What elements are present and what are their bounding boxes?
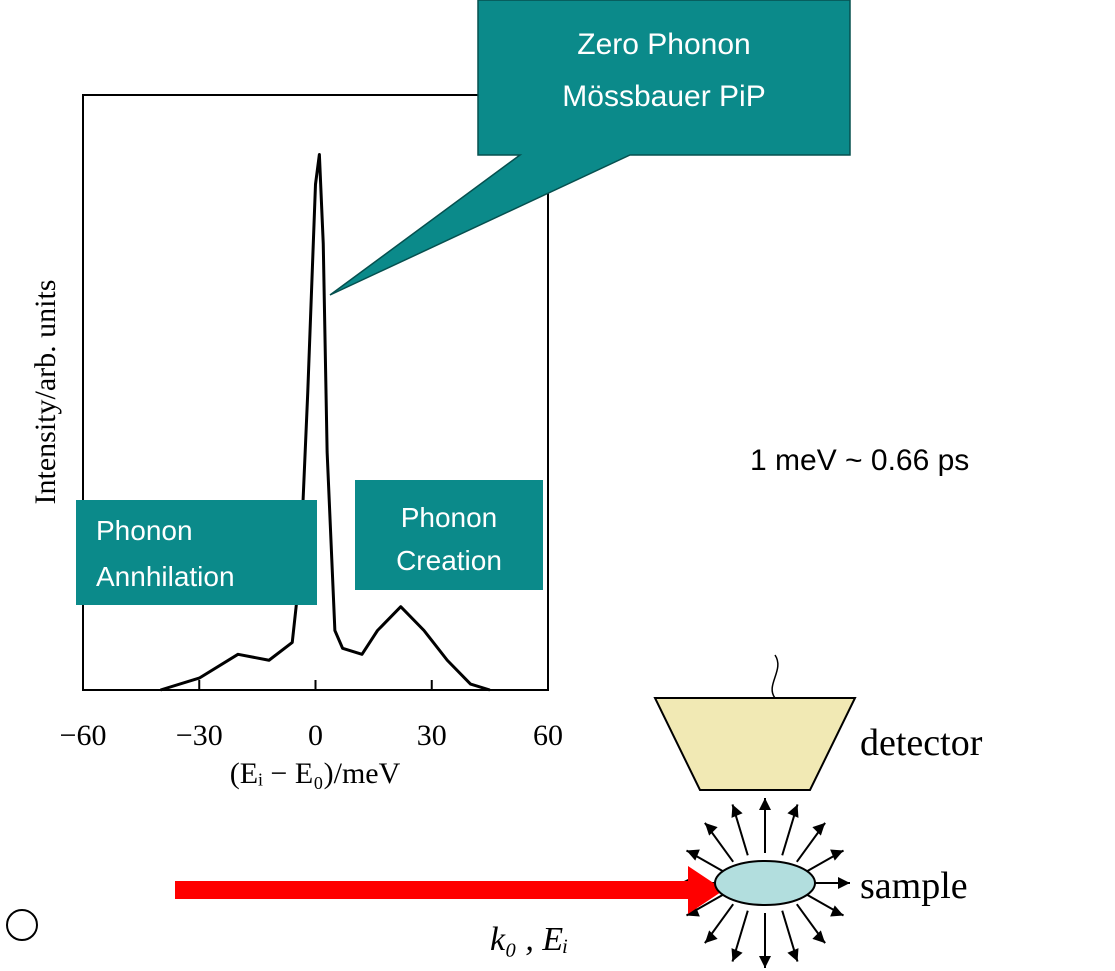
x-tick-label: 30 xyxy=(417,719,447,752)
scattered-rays xyxy=(680,798,850,968)
detector-label: detector xyxy=(860,722,983,764)
label-text: Annhilation xyxy=(96,561,235,592)
ray-head xyxy=(686,905,700,917)
sample-label: sample xyxy=(860,865,968,907)
sample xyxy=(714,860,816,906)
ray-head xyxy=(731,948,743,962)
ray-head xyxy=(787,804,799,818)
bullet xyxy=(6,909,38,941)
callout-text: Mössbauer PiP xyxy=(562,80,765,113)
detector-wire xyxy=(771,654,779,699)
x-axis-label: (Eᵢ − E₀)/meV xyxy=(230,757,401,790)
callout-box xyxy=(329,0,851,296)
ray-head xyxy=(830,905,844,917)
callout-text: Zero Phonon xyxy=(577,28,750,61)
ray-head xyxy=(704,930,718,944)
x-tick-label: −30 xyxy=(176,719,223,752)
ray-head xyxy=(787,948,799,962)
ray-head xyxy=(704,822,718,836)
beam-head xyxy=(688,866,724,914)
label-text: Phonon xyxy=(401,502,498,533)
data-line xyxy=(160,153,491,692)
ray-head xyxy=(686,849,700,861)
label-text: Phonon xyxy=(96,515,193,546)
ray-head xyxy=(759,798,771,810)
plot: −60 −30 0 30 60 xyxy=(60,153,563,752)
label-text: Creation xyxy=(396,545,502,576)
ray-head xyxy=(838,877,850,889)
y-axis-label: Intensity/arb. units xyxy=(29,280,62,505)
x-tick-label: −60 xyxy=(60,719,107,752)
label-box xyxy=(355,480,543,590)
ray-head xyxy=(731,804,743,818)
x-tick-label: 0 xyxy=(308,719,323,752)
ray-head xyxy=(812,930,826,944)
beam-label: k₀ , Eᵢ xyxy=(490,921,569,958)
ray-head xyxy=(830,849,844,861)
ray-head xyxy=(759,956,771,968)
detector xyxy=(653,697,857,791)
label-box xyxy=(76,500,317,605)
x-tick-label: 60 xyxy=(533,719,563,752)
conversion-note: 1 meV ~ 0.66 ps xyxy=(750,444,969,477)
ray-head xyxy=(812,822,826,836)
